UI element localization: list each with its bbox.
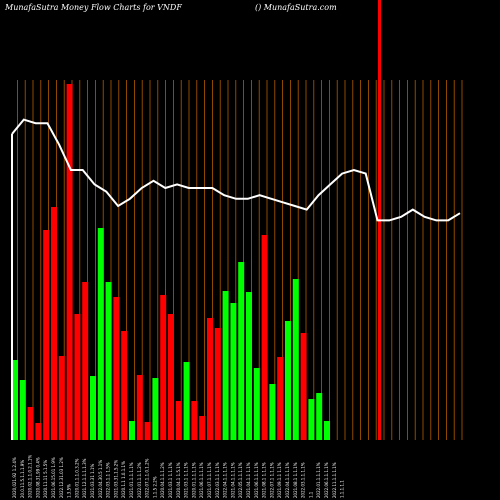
bar [136, 375, 143, 440]
x-tick-label: 2020.04.1.1.1.2% [160, 462, 165, 498]
bar [129, 421, 135, 440]
x-tick-label: 1.1 [308, 491, 313, 498]
bar [261, 235, 268, 440]
x-tick-label: 2021.03.1 1.1.1% [184, 462, 189, 498]
bar [277, 357, 284, 440]
x-tick-label: 2020.04.1 1.5.1% [176, 462, 181, 498]
bar [51, 207, 57, 440]
bar [316, 393, 323, 440]
bar [253, 368, 260, 440]
price-line-layer [11, 118, 461, 440]
x-tick-label: 2020.01.1.1.1.1% [191, 462, 196, 498]
bar [222, 291, 229, 440]
bar [269, 384, 276, 440]
bar [160, 295, 167, 440]
x-tick-label: 2020.01.1.1.0.3.2% [74, 458, 79, 498]
bar [82, 282, 89, 440]
bar [74, 314, 81, 440]
x-tick-label: 2021.07.1.1.1.1% [207, 462, 212, 498]
x-tick-label: 2022.04.30.5 1.1% [98, 460, 103, 498]
bar [12, 360, 18, 440]
x-tick-label: 2021.06.1.1.1.1% [254, 462, 259, 498]
x-tick-label: 1.1.1.1.1 [340, 480, 345, 498]
bar [246, 292, 252, 440]
x-tick-label: 1.3.5% [67, 484, 72, 498]
bar [207, 318, 213, 440]
bar [90, 376, 96, 440]
x-tick-label: 20.0.11.5.1.1.1.9% [20, 460, 25, 498]
bar [66, 84, 73, 440]
x-tick-label: 2021.08.1 1.1.1% [293, 462, 298, 498]
bar [19, 380, 26, 440]
bar [175, 401, 182, 440]
bar [27, 407, 34, 440]
x-tick-label: 2021.06.15.01 1.9% [51, 457, 56, 498]
chart-title: MunafaSutra Money Flow Charts for VNDF [4, 3, 182, 12]
x-tick-label: 2021.09.1.1 1.1% [277, 462, 282, 498]
x-tick-label: 2022.03.1.1.1.1% [301, 462, 306, 498]
x-tick-label: 2021.04.1.1.1.1% [230, 462, 235, 498]
bar [300, 333, 307, 440]
bar [43, 230, 50, 440]
x-tick-label: 2022.03.1.1 1.1% [215, 462, 220, 498]
x-tick-label: 2022.01.1.1.1.2% [137, 462, 142, 498]
bar [324, 421, 330, 440]
x-tick-label: 2022.12.31.03 1.2% [59, 457, 64, 498]
x-tick-label: 2022.06.1.1.1.1% [324, 462, 329, 498]
bar [238, 262, 245, 440]
x-tick-label: 2021.06.1.1.1.1% [199, 462, 204, 498]
x-tick-label: 2022.01.1.1.1.1% [316, 462, 321, 498]
x-tick-label: 2021.04.1.1 1.1% [246, 462, 251, 498]
x-tick-label: 2020,021.92 1.2.4% [12, 457, 17, 498]
money-flow-bars [12, 84, 330, 440]
x-tick-label: 2022.07.1.1.0.1.2% [145, 458, 150, 498]
x-tick-label: 2021.08.1 1.1.1% [262, 462, 267, 498]
x-tick-label: 2022.07.1 1.1.1% [269, 462, 274, 498]
x-tick-label: 2020.08.31.99 0.4% [35, 457, 40, 498]
x-tick-label: 2021.03.31.1.5.2% [113, 460, 118, 498]
x-tick-label: 2022.11.1.1.1.1% [332, 462, 337, 498]
bar [97, 228, 104, 440]
x-tick-label: 2021.12.1.1.1.1.3% [82, 458, 87, 498]
x-tick-label: 1.1.5 2.2% [152, 476, 157, 498]
bar [58, 356, 65, 440]
site-label: () MunafaSutra.com [255, 3, 337, 12]
x-tick-label: 2022.04.1.1.1.1% [285, 462, 290, 498]
bar [285, 321, 291, 440]
bar [121, 331, 128, 440]
bar [113, 297, 120, 440]
bar [183, 362, 190, 440]
x-tick-label: 2020.11.11 5.1.5% [43, 460, 48, 498]
x-tick-label: 2021.01.1.1.1.1% [129, 462, 134, 498]
x-tick-label: 2021.03.31 1.1% [90, 463, 95, 498]
x-axis-tick-labels: 2020,021.92 1.2.4% 20.0.11.5.1.1.1.9% 2020… [12, 455, 345, 498]
bar [230, 303, 237, 440]
x-tick-label: 2022.04.1.1.1.1% [223, 462, 228, 498]
bar [214, 328, 221, 440]
price-line [11, 118, 461, 222]
bar [199, 416, 206, 440]
bar [168, 314, 174, 440]
bar [191, 401, 198, 440]
bar [144, 422, 151, 440]
bar [308, 399, 315, 440]
x-tick-label: 2022.05.1.1.1.1% [238, 462, 243, 498]
bar [105, 282, 112, 440]
bar [292, 279, 299, 440]
x-tick-label: 2020.02.1.1.0.2.1.1% [28, 455, 33, 498]
x-tick-label: 2022.03.1.1 1.5% [106, 462, 111, 498]
x-tick-label: 2021.03.1 1.1.1% [168, 462, 173, 498]
bar [35, 423, 42, 440]
bar [152, 378, 159, 440]
x-tick-label: 2020.1.1 1.0.1.1% [121, 461, 126, 498]
